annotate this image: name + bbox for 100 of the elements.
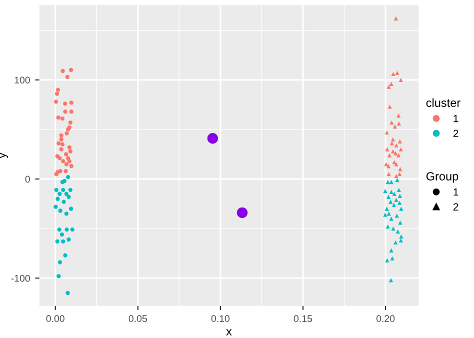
point [398, 147, 403, 152]
point [392, 192, 396, 196]
point [66, 194, 71, 199]
point [390, 141, 394, 146]
point [60, 232, 64, 237]
point [66, 237, 71, 242]
point [62, 200, 66, 204]
point [392, 202, 396, 207]
y-tick-label: 100 [14, 76, 30, 84]
legend-label: 1 [454, 114, 458, 122]
point [69, 110, 74, 114]
point [69, 164, 74, 168]
point [54, 92, 60, 96]
point [395, 178, 400, 182]
point [68, 120, 72, 125]
point [69, 100, 74, 105]
point [383, 212, 388, 217]
legend-title: cluster [426, 98, 460, 107]
x-axis-title: x [226, 329, 232, 336]
x-tick-label: 0.05 [128, 315, 147, 322]
point [66, 290, 70, 296]
point [383, 188, 388, 193]
text: 2 [453, 203, 458, 210]
point [64, 192, 68, 196]
point [396, 121, 401, 126]
point [385, 147, 390, 152]
text: Group [426, 172, 458, 183]
y-tick-label: -100 [11, 274, 30, 282]
point [389, 180, 394, 184]
legend-label: 2 [453, 130, 458, 137]
point [384, 206, 389, 211]
point [398, 238, 403, 243]
point [396, 153, 401, 158]
point [56, 196, 60, 201]
point [58, 156, 62, 160]
point [63, 110, 68, 114]
point [384, 130, 389, 135]
point [68, 206, 74, 211]
point [396, 188, 401, 192]
y-tick-label: 0 [25, 176, 30, 183]
point [398, 167, 402, 172]
point [398, 220, 402, 225]
point [395, 70, 400, 76]
point [56, 88, 60, 92]
point [398, 139, 402, 144]
point [394, 16, 398, 21]
point [386, 194, 391, 199]
point [390, 149, 396, 154]
point [70, 227, 74, 232]
point [385, 258, 390, 262]
x-tick-label: 0.10 [211, 315, 230, 322]
point [386, 180, 390, 184]
point [59, 133, 64, 138]
point [394, 214, 399, 218]
point [391, 226, 396, 231]
point [391, 72, 396, 76]
point [389, 248, 394, 252]
point [386, 172, 391, 176]
point [67, 159, 72, 164]
point [65, 74, 70, 80]
point [396, 114, 401, 118]
point [68, 149, 72, 154]
point [390, 256, 394, 260]
point [394, 174, 398, 178]
point [61, 159, 66, 164]
point [61, 188, 66, 192]
point [66, 174, 70, 180]
point [64, 227, 69, 232]
point [67, 145, 72, 150]
point [57, 227, 62, 232]
point [394, 240, 398, 245]
point [392, 124, 398, 129]
point [54, 204, 58, 209]
point [387, 153, 392, 158]
point [386, 212, 391, 216]
point [388, 200, 393, 204]
x-tick-label: 0.20 [376, 315, 395, 322]
point [58, 208, 62, 213]
point [394, 143, 398, 148]
point [61, 239, 66, 244]
point [394, 162, 398, 166]
point [56, 274, 61, 278]
point [68, 188, 72, 192]
point [397, 172, 402, 176]
point [59, 147, 64, 152]
point [64, 212, 68, 216]
point [388, 104, 392, 109]
point [58, 192, 62, 196]
point [399, 206, 404, 211]
point [64, 169, 68, 174]
x-tick-label: 0.00 [46, 315, 64, 322]
point [60, 68, 65, 74]
point [386, 84, 391, 89]
point [390, 120, 394, 125]
point [56, 141, 61, 146]
point [396, 229, 400, 234]
point [64, 152, 68, 156]
point [394, 151, 398, 156]
point [388, 278, 394, 282]
point [397, 200, 402, 205]
